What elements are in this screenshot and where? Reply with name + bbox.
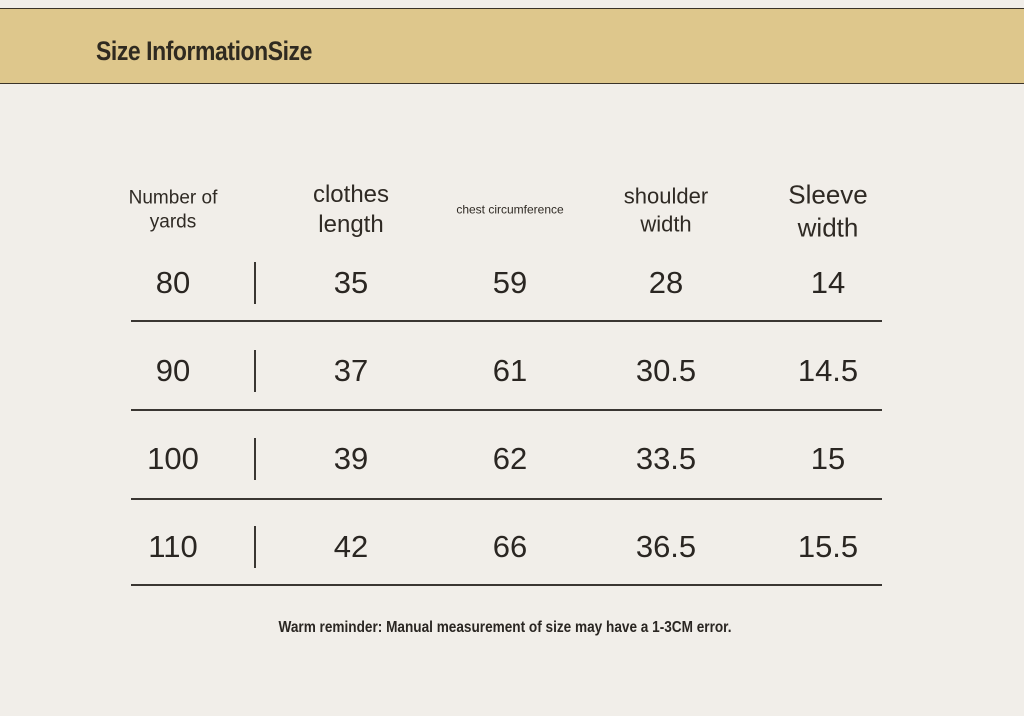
title: Size InformationSize [96,36,312,66]
table-cell: 35 [333,265,369,300]
column-divider [254,262,256,304]
table-cell: 30.5 [635,353,697,388]
table-cell: 37 [333,353,369,388]
table-cell: 80 [155,265,191,300]
note: Warm reminder: Manual measurement of siz… [278,619,732,636]
table-cell: 90 [155,353,191,388]
column-header: Sleeve width [788,179,868,243]
table-cell: 15 [810,441,846,476]
table-cell: 15.5 [797,529,859,564]
header-band [0,8,1024,84]
row-rule [131,584,882,586]
table-cell: 39 [333,441,369,476]
table-cell: 33.5 [635,441,697,476]
row-rule [131,498,882,500]
column-header: chest circumference [456,202,564,217]
column-header: shoulder width [623,183,709,237]
table-cell: 28 [648,265,684,300]
table-cell: 14 [810,265,846,300]
column-divider [254,438,256,480]
table-cell: 62 [492,441,528,476]
column-divider [254,350,256,392]
table-cell: 42 [333,529,369,564]
table-cell: 36.5 [635,529,697,564]
row-rule [131,320,882,322]
column-divider [254,526,256,568]
table-cell: 14.5 [797,353,859,388]
table-cell: 61 [492,353,528,388]
column-header: Number of yards [128,187,218,232]
column-header: clothes length [312,181,390,238]
table-cell: 100 [147,441,199,476]
table-cell: 110 [148,529,198,564]
table-cell: 59 [492,265,528,300]
table-cell: 66 [492,529,528,564]
row-rule [131,409,882,411]
